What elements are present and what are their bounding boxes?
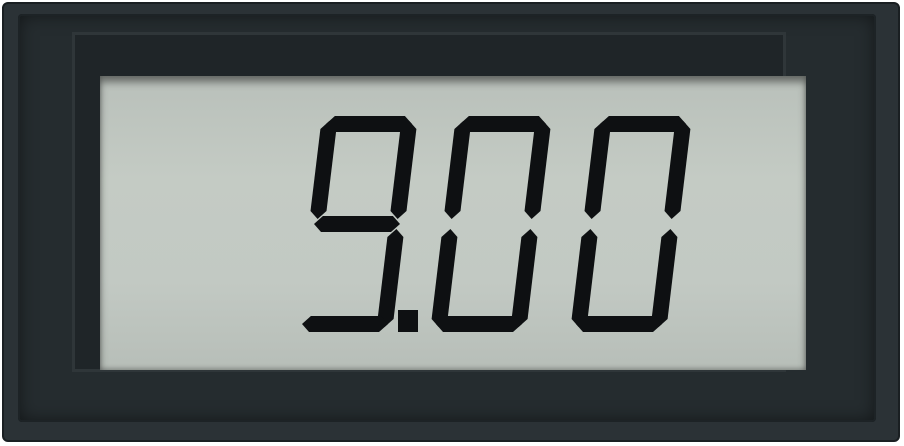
lcd-screen	[100, 76, 806, 370]
digit-3-segment-f	[584, 121, 611, 219]
digit-2-segment-a	[460, 116, 546, 132]
digit-1-segment-d	[302, 316, 388, 332]
lcd-digits	[302, 116, 691, 332]
digit-3-segment-a	[600, 116, 686, 132]
digit-2-segment-d	[436, 316, 522, 332]
digit-2-segment-b	[524, 121, 551, 219]
digit-3-segment-d	[576, 316, 662, 332]
decimal-point	[398, 310, 418, 332]
digit-1-segment-a	[326, 116, 412, 132]
digit-2-segment-c	[511, 229, 538, 327]
digit-3-segment-e	[571, 229, 598, 327]
digit-3-segment-c	[651, 229, 678, 327]
digit-1-segment-b	[390, 121, 417, 219]
digit-1-segment-g	[314, 216, 400, 232]
digit-2-segment-f	[444, 121, 471, 219]
digit-3-segment-b	[664, 121, 691, 219]
digit-2-segment-e	[431, 229, 458, 327]
digit-1-segment-c	[377, 229, 404, 327]
digit-1-segment-f	[310, 121, 337, 219]
